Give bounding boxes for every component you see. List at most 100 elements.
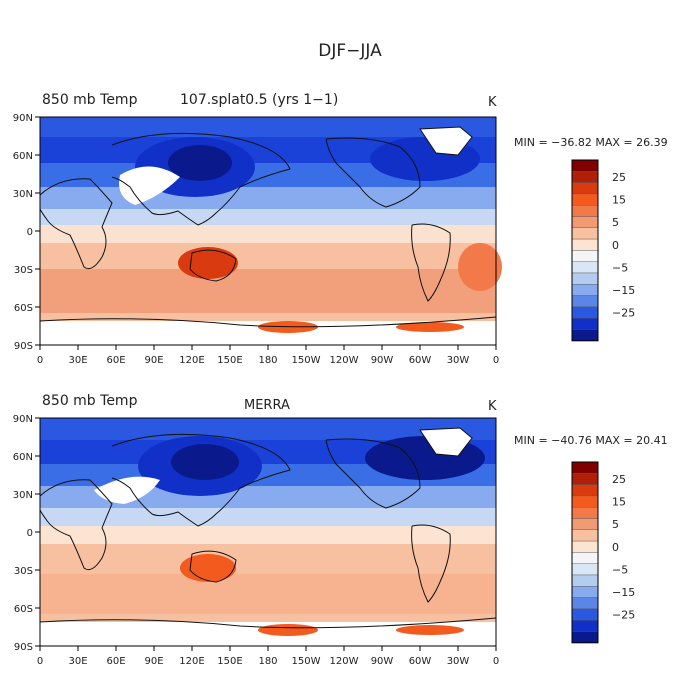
colorbar-label: −25 xyxy=(612,609,635,622)
lat-tick-label: 30N xyxy=(13,490,33,501)
panel-2-lon-axis: 0 30E 60E 90E 120E 150E 180 150W 120W 90W 60W 30W 0 xyxy=(37,646,499,667)
colorbar-swatch xyxy=(571,484,599,497)
coastlines xyxy=(39,126,497,328)
colorbar-swatch xyxy=(571,563,599,576)
panel-2-lat-axis: 90N 60N 30N 0 30S 60S 90S xyxy=(13,414,40,653)
lon-tick-label: 120E xyxy=(179,355,204,366)
field-band xyxy=(40,508,496,526)
coast-greenland xyxy=(419,126,473,156)
colorbar-swatch xyxy=(571,159,599,172)
lat-tick-label: 60S xyxy=(14,604,33,615)
colorbar-label: −25 xyxy=(612,307,635,320)
coast-south-america xyxy=(411,223,451,302)
lat-tick-label: 30N xyxy=(13,189,33,200)
lon-tick-label: 150E xyxy=(217,656,242,667)
lon-tick-label: 30W xyxy=(447,656,470,667)
coast-africa xyxy=(39,178,113,270)
lon-tick-label: 180 xyxy=(258,656,277,667)
colorbar-swatch xyxy=(571,507,599,519)
colorbar-label: −15 xyxy=(612,284,635,297)
lon-tick-label: 120W xyxy=(330,355,359,366)
colorbar-swatch xyxy=(571,529,599,542)
field-band xyxy=(40,526,496,544)
colorbar-swatch xyxy=(571,227,599,240)
field-anomaly xyxy=(396,625,464,635)
coast-eurasia xyxy=(111,132,291,226)
field-band xyxy=(40,225,496,243)
panel-1: 850 mb Temp 107.splat0.5 (yrs 1−1) K MIN… xyxy=(13,92,668,366)
lon-tick-label: 120W xyxy=(330,656,359,667)
panel-1-lon-axis: 0 30E 60E 90E 120E 150E 180 150W 120W 90W 60W 30W 0 xyxy=(37,345,499,366)
field-band xyxy=(40,544,496,574)
lon-tick-label: 150W xyxy=(292,656,321,667)
colorbar-swatch xyxy=(571,586,599,598)
field-band xyxy=(40,187,496,209)
colorbar-swatch xyxy=(571,461,599,474)
lat-tick-label: 90N xyxy=(13,414,33,425)
panel-2: 850 mb Temp MERRA K MIN = −40.76 MAX = 2… xyxy=(13,393,668,667)
field-band xyxy=(40,269,496,313)
colorbar-swatch xyxy=(571,495,599,508)
colorbar-swatch xyxy=(571,272,599,285)
field-band xyxy=(40,486,496,508)
colorbar-swatch xyxy=(571,238,599,251)
colorbar-swatch xyxy=(571,216,599,229)
lon-tick-label: 0 xyxy=(37,656,43,667)
lat-tick-label: 0 xyxy=(27,227,33,238)
colorbar-swatch xyxy=(571,608,599,621)
colorbar-swatch xyxy=(571,284,599,296)
panel-2-map xyxy=(39,417,497,647)
lat-tick-label: 30S xyxy=(14,265,33,276)
lon-tick-label: 0 xyxy=(37,355,43,366)
colorbar-label: 0 xyxy=(612,541,619,554)
field-band xyxy=(40,243,496,269)
colorbar-frame xyxy=(571,461,599,644)
coastlines xyxy=(39,427,497,629)
coast-antarctica xyxy=(39,617,497,629)
panel-1-colorbar: 25 15 5 0 −5 −15 −25 xyxy=(571,159,635,342)
panel-2-variable-label: 850 mb Temp xyxy=(42,393,138,409)
lon-tick-label: 180 xyxy=(258,355,277,366)
coast-eurasia xyxy=(111,433,291,527)
lon-tick-label: 150E xyxy=(217,355,242,366)
panel-1-units: K xyxy=(488,95,497,110)
colorbar-label: −5 xyxy=(612,563,628,576)
field-band xyxy=(40,614,496,624)
colorbar-swatch xyxy=(571,574,599,587)
terrain-mask xyxy=(119,166,180,205)
lon-tick-label: 90W xyxy=(371,355,394,366)
coast-africa xyxy=(39,479,113,571)
colorbar-swatch xyxy=(571,473,599,485)
lon-tick-label: 0 xyxy=(493,656,499,667)
colorbar-swatch xyxy=(571,620,599,632)
lat-tick-label: 0 xyxy=(27,528,33,539)
panel-1-variable-label: 850 mb Temp xyxy=(42,92,138,108)
lon-tick-label: 0 xyxy=(493,355,499,366)
colorbar-swatch xyxy=(571,182,599,195)
lon-tick-label: 90E xyxy=(144,355,163,366)
field-anomaly xyxy=(168,145,232,181)
field-anomaly xyxy=(178,247,238,279)
colorbar-label: −5 xyxy=(612,261,628,274)
colorbar-label: −15 xyxy=(612,586,635,599)
terrain-mask xyxy=(94,476,160,504)
lat-tick-label: 90S xyxy=(14,642,33,653)
lon-tick-label: 60E xyxy=(106,656,125,667)
colorbar-swatch xyxy=(571,250,599,262)
figure-title: DJF−JJA xyxy=(318,41,382,61)
coast-greenland xyxy=(419,427,473,457)
colorbar-frame xyxy=(571,159,599,342)
field-band xyxy=(40,574,496,614)
colorbar-label: 25 xyxy=(612,473,626,486)
colorbar-label: 5 xyxy=(612,518,619,531)
colorbar-swatch xyxy=(571,631,599,644)
field-band xyxy=(40,418,496,440)
colorbar-swatch xyxy=(571,204,599,217)
panel-2-min-max: MIN = −40.76 MAX = 20.41 xyxy=(514,434,668,447)
coast-antarctica xyxy=(39,316,497,328)
field-anomaly xyxy=(396,322,464,332)
colorbar-swatch xyxy=(571,540,599,553)
panel-1-map xyxy=(39,116,502,346)
colorbar-label: 15 xyxy=(612,496,626,509)
field-anomaly xyxy=(171,444,239,480)
